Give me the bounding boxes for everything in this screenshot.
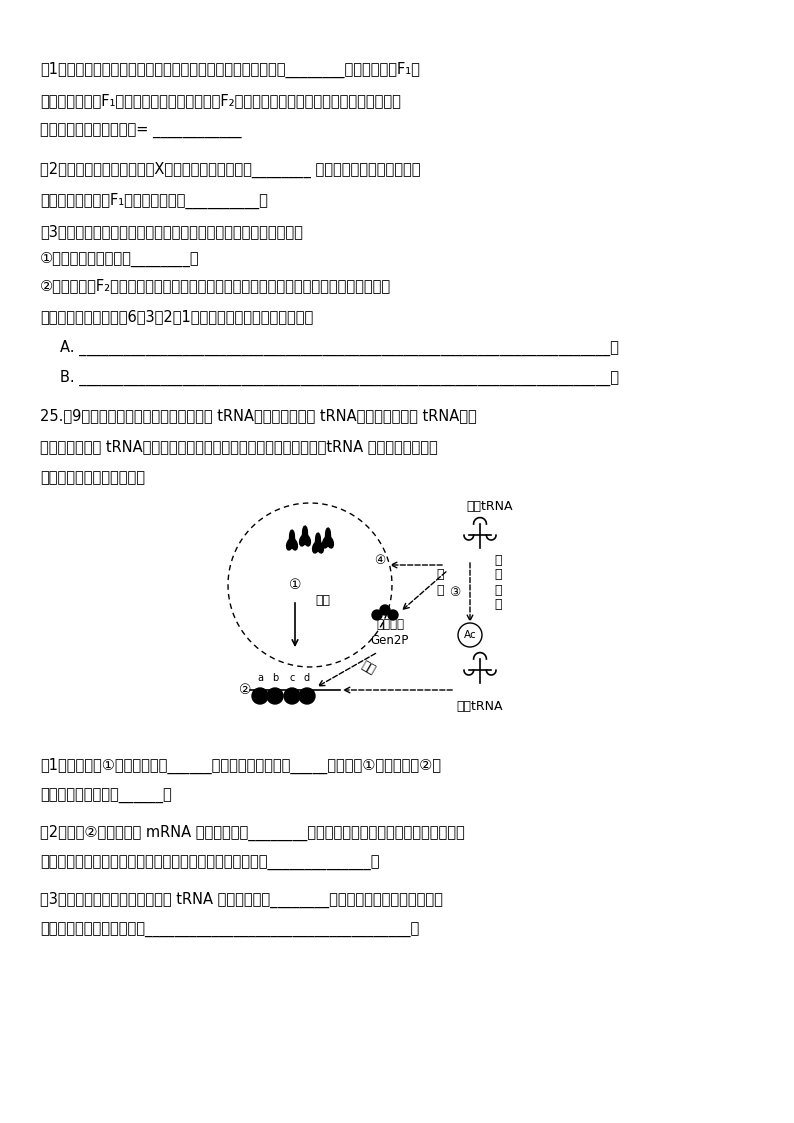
Text: 有携带氨基酸的 tRNA）参与基因表达的调控。如图是缺乏氨基酸时，tRNA 调控基因表达的相: 有携带氨基酸的 tRNA）参与基因表达的调控。如图是缺乏氨基酸时，tRNA 调控…	[40, 439, 437, 454]
Text: 有的碱基配对方式是______。: 有的碱基配对方式是______。	[40, 789, 172, 804]
Text: 脱: 脱	[494, 554, 502, 566]
Text: ④: ④	[375, 554, 386, 566]
Polygon shape	[287, 530, 298, 550]
Text: 基: 基	[494, 584, 502, 596]
Text: （3）同学丙欲用各种突变型果蝇培育翅外展黑檀体双突变型个体：: （3）同学丙欲用各种突变型果蝇培育翅外展黑檀体双突变型个体：	[40, 223, 303, 239]
Text: Ac: Ac	[464, 630, 476, 640]
Text: 负载tRNA: 负载tRNA	[457, 700, 503, 713]
Text: 活: 活	[436, 584, 444, 596]
Text: 抑制: 抑制	[359, 659, 377, 677]
Circle shape	[252, 688, 268, 704]
Polygon shape	[299, 526, 310, 546]
Text: （2）为了验证白眼基因位于X染色体上，同学乙利用________ 雌果蝇与野生型（红眼）雄: （2）为了验证白眼基因位于X染色体上，同学乙利用________ 雌果蝇与野生型…	[40, 162, 421, 179]
Circle shape	[380, 605, 390, 615]
Circle shape	[372, 610, 382, 620]
Text: B. ________________________________________________________________________。: B. _____________________________________…	[60, 369, 619, 386]
Text: 为正常翅红眼，F₁雌雄果蝇随机交配，得到的F₂表型及比例应为正常翅红眼：正常翅白眼：: 为正常翅红眼，F₁雌雄果蝇随机交配，得到的F₂表型及比例应为正常翅红眼：正常翅白…	[40, 93, 401, 108]
Text: 酸: 酸	[494, 599, 502, 612]
Text: ①请写出杂交实验方案________。: ①请写出杂交实验方案________。	[40, 252, 199, 267]
Text: （2）过程②中核糖体沿 mRNA 移动的方向是________（在从左向右、从右向左中选择）；从细: （2）过程②中核糖体沿 mRNA 移动的方向是________（在从左向右、从右…	[40, 825, 464, 841]
Text: 蛋白激酶: 蛋白激酶	[376, 619, 404, 631]
Text: 关过程。请回答下列问题：: 关过程。请回答下列问题：	[40, 471, 145, 485]
Text: 25.（9分）当细胞中缺乏氨基酸时，负载 tRNA（携带氨基酸的 tRNA）会转化为空载 tRNA（没: 25.（9分）当细胞中缺乏氨基酸时，负载 tRNA（携带氨基酸的 tRNA）会转…	[40, 408, 476, 423]
Text: 果蝇杂交，得到的F₁表型及比例应为__________。: 果蝇杂交，得到的F₁表型及比例应为__________。	[40, 193, 268, 209]
Text: c: c	[289, 673, 295, 683]
Circle shape	[267, 688, 283, 704]
Text: ②: ②	[239, 683, 251, 697]
Text: ❝: ❝	[255, 688, 265, 707]
Text: ❝: ❝	[270, 688, 280, 707]
Text: A. ________________________________________________________________________；: A. _____________________________________…	[60, 340, 619, 356]
Text: 翅外展红眼：翅外展白眼= ____________: 翅外展红眼：翅外展白眼= ____________	[40, 124, 241, 139]
Text: （1）完成过程①需要的原料是______，催化该过程的酶是_____，与过程①相比，过程②特: （1）完成过程①需要的原料是______，催化该过程的酶是_____，与过程①相…	[40, 758, 441, 774]
Polygon shape	[322, 528, 333, 548]
Text: b: b	[272, 673, 278, 683]
Text: Gen2P: Gen2P	[371, 633, 409, 647]
Text: d: d	[304, 673, 310, 683]
Text: ②实验发现，F₂子代雌果蝇均出现正常翅灰体、翅外展灰体、正常翅黑檀体、翅外展黑檀: ②实验发现，F₂子代雌果蝇均出现正常翅灰体、翅外展灰体、正常翅黑檀体、翅外展黑檀	[40, 279, 391, 293]
Text: 氨: 氨	[494, 568, 502, 582]
Text: （3）当细胞缺乏氨基酸时，空载 tRNA 通过控制图中________（填序号）过程影响基因的表: （3）当细胞缺乏氨基酸时，空载 tRNA 通过控制图中________（填序号）…	[40, 892, 443, 909]
Text: 体四种表现型，比例为6：3：2：1，试分析出现该分离比的原因：: 体四种表现型，比例为6：3：2：1，试分析出现该分离比的原因：	[40, 309, 314, 325]
Text: ③: ③	[449, 585, 461, 599]
Text: ①: ①	[289, 578, 301, 592]
Text: 达，这种调控机制的意义是____________________________________。: 达，这种调控机制的意义是____________________________…	[40, 923, 419, 938]
Text: （1）为了验证自由组合定律，同学甲利用白眼突变型雌果蝇与________雌果蝇杂交，F₁全: （1）为了验证自由组合定律，同学甲利用白眼突变型雌果蝇与________雌果蝇杂…	[40, 62, 420, 79]
Circle shape	[388, 610, 398, 620]
Text: 空载tRNA: 空载tRNA	[467, 500, 513, 513]
Text: ❝: ❝	[287, 688, 297, 707]
Text: 胞结构分析，原核细胞基因表达过程与真核细胞不同之处：______________。: 胞结构分析，原核细胞基因表达过程与真核细胞不同之处：______________…	[40, 856, 380, 871]
Circle shape	[299, 688, 315, 704]
Text: 抑制: 抑制	[315, 593, 330, 606]
Text: 激: 激	[436, 568, 444, 582]
Polygon shape	[313, 533, 323, 553]
Text: a: a	[257, 673, 263, 683]
Circle shape	[284, 688, 300, 704]
Text: ❝: ❝	[302, 688, 312, 707]
